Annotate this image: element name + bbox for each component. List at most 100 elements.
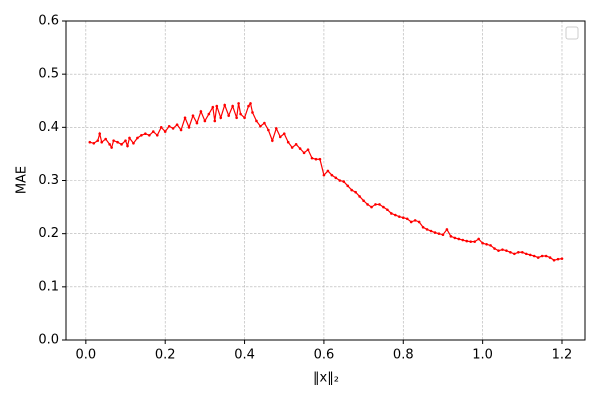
data-point <box>318 157 322 161</box>
data-point <box>124 139 127 142</box>
data-point <box>159 126 163 129</box>
data-point <box>104 137 107 141</box>
data-point <box>513 252 516 256</box>
data-point <box>211 105 215 109</box>
data-point <box>314 157 318 161</box>
data-point <box>255 119 258 123</box>
data-point <box>223 103 227 107</box>
data-point <box>310 156 314 160</box>
data-point <box>493 247 496 250</box>
data-point <box>239 112 242 116</box>
data-point <box>96 139 100 142</box>
data-point <box>346 184 350 188</box>
data-point <box>167 124 171 128</box>
data-point <box>136 136 139 140</box>
data-point <box>215 104 219 108</box>
y-tick-label: 0.3 <box>38 173 59 188</box>
data-point <box>366 203 369 206</box>
data-point <box>237 102 240 105</box>
data-point <box>330 173 334 177</box>
data-point <box>183 116 187 120</box>
x-tick-label: 0.0 <box>75 348 96 363</box>
data-point <box>120 143 123 146</box>
x-tick-label: 0.6 <box>314 348 335 363</box>
data-point <box>274 127 278 130</box>
data-point <box>362 199 365 203</box>
data-point <box>544 254 548 258</box>
data-point <box>560 257 564 260</box>
data-point <box>477 237 480 241</box>
data-point <box>294 143 298 146</box>
data-point <box>286 140 290 144</box>
data-point <box>267 128 270 132</box>
data-point <box>394 213 397 217</box>
plot-frame <box>65 20 586 341</box>
y-tick-label: 0.1 <box>38 279 59 294</box>
data-point <box>445 228 449 231</box>
data-point <box>485 243 488 246</box>
data-point <box>509 250 512 254</box>
data-point <box>481 241 484 245</box>
data-point <box>199 110 203 113</box>
data-point <box>469 240 473 243</box>
data-point <box>386 208 389 212</box>
x-tick-label: 0.4 <box>234 348 255 363</box>
data-point <box>259 124 262 128</box>
data-point <box>465 239 469 243</box>
data-point <box>179 128 183 132</box>
data-point <box>409 220 413 224</box>
data-point <box>401 216 405 220</box>
data-point <box>249 102 252 105</box>
data-point <box>532 254 536 258</box>
data-point <box>338 179 342 182</box>
data-point <box>398 215 401 218</box>
data-point <box>306 148 310 151</box>
data-point <box>497 249 500 252</box>
data-point <box>521 250 524 254</box>
data-point <box>213 119 217 123</box>
data-point <box>453 236 457 240</box>
data-point <box>207 112 211 116</box>
data-point <box>112 139 115 142</box>
data-point <box>219 116 223 120</box>
data-point <box>429 229 433 233</box>
data-point <box>227 114 230 117</box>
data-point <box>540 254 544 258</box>
data-point <box>370 205 373 209</box>
x-tick-label: 1.0 <box>472 348 493 363</box>
y-tick-label: 0.6 <box>38 14 59 29</box>
data-point <box>187 126 191 129</box>
y-axis-label: MAE <box>15 166 30 194</box>
data-point <box>98 132 102 136</box>
data-point <box>556 257 560 261</box>
x-axis-label: ‖x‖₂ <box>313 371 339 386</box>
data-point <box>350 188 353 192</box>
y-tick-label: 0.4 <box>38 120 59 135</box>
data-point <box>437 232 441 235</box>
data-point <box>342 180 346 183</box>
data-point <box>489 244 492 247</box>
data-point <box>548 256 552 259</box>
x-tick-label: 0.8 <box>393 348 414 363</box>
data-point <box>251 111 254 114</box>
y-tick-label: 0.2 <box>38 226 59 241</box>
data-point <box>126 144 129 148</box>
y-tick-label: 0.0 <box>38 333 59 348</box>
data-point <box>417 220 421 224</box>
data-point <box>243 116 246 120</box>
data-point <box>263 121 266 125</box>
data-point <box>155 134 159 137</box>
data-point <box>282 132 286 136</box>
data-point <box>235 116 238 120</box>
data-point <box>457 237 461 241</box>
data-point <box>326 169 330 173</box>
data-point <box>302 151 306 155</box>
data-point <box>195 121 199 125</box>
data-point <box>536 256 540 259</box>
data-point <box>191 114 195 117</box>
data-point <box>425 228 429 231</box>
data-point <box>461 238 465 242</box>
data-point <box>290 146 294 149</box>
data-point <box>390 212 393 215</box>
data-point <box>501 248 504 251</box>
